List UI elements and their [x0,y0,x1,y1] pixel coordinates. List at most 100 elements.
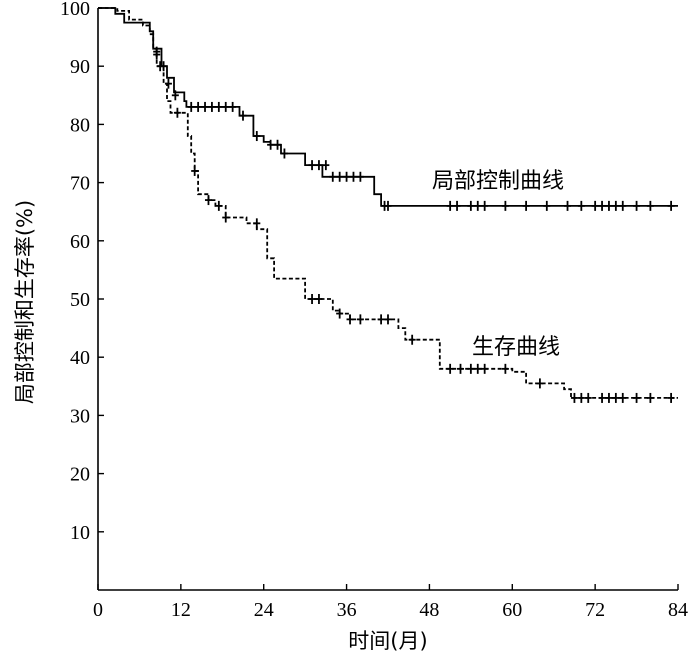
survival-censor-mark [156,61,164,72]
y-tick-label: 70 [70,173,90,195]
y-tick-label: 40 [70,347,90,369]
local-control-censor-mark [633,200,641,211]
local-control-censor-mark [239,110,247,121]
local-control-censor-mark [577,200,585,211]
local-control-censor-mark [356,171,364,182]
survival-censor-mark [481,363,489,374]
x-tick-label: 24 [254,599,274,621]
local-control-censor-mark [543,200,551,211]
local-control-censor-mark [194,101,202,112]
survival-censor-mark [215,200,223,211]
survival-censor-mark [173,107,181,118]
survival-censor-mark [584,392,592,403]
y-tick-label: 60 [70,231,90,253]
local-control-censor-mark [171,90,179,101]
survival-censor-mark [570,392,578,403]
x-tick-label: 36 [337,599,357,621]
local-control-censor-mark [612,200,620,211]
survival-censor-mark [222,212,230,223]
x-tick-label: 48 [419,599,439,621]
survival-censor-mark [191,165,199,176]
local-control-censor-mark [201,101,209,112]
local-control-censor-mark [349,171,357,182]
survival-censor-mark [501,363,509,374]
local-control-censor-mark [522,200,530,211]
local-control-censor-mark [187,101,195,112]
y-axis-title: 局部控制和生存率(%) [13,200,37,404]
local-control-censor-mark [481,200,489,211]
survival-censor-mark [612,392,620,403]
local-control-censor-mark [229,101,237,112]
x-tick-label: 60 [502,599,522,621]
survival-censor-mark [467,363,475,374]
y-tick-label: 50 [70,289,90,311]
survival-censor-mark [446,363,454,374]
local-control-censor-mark [343,171,351,182]
local-control-censor-mark [667,200,675,211]
survival-censor-mark [336,308,344,319]
series-label-local-control: 局部控制曲线 [432,169,564,194]
survival-censor-mark [633,392,641,403]
local-control-censor-mark [453,200,461,211]
survival-censor-mark [164,78,172,89]
survival-censor-mark [153,49,161,60]
x-tick-label: 0 [93,599,103,621]
local-control-censor-mark [501,200,509,211]
survival-curve [98,7,678,399]
local-control-censor-mark [384,200,392,211]
x-tick-label: 84 [668,599,688,621]
local-control-censor-mark [605,200,613,211]
survival-censor-mark [598,392,606,403]
x-axis-title: 时间(月) [348,629,427,653]
survival-censor-mark [667,392,675,403]
survival-censor-mark [308,294,316,304]
survival-censor-mark [253,218,261,229]
survival-censor-mark [577,392,585,403]
local-control-censor-mark [222,101,230,112]
local-control-censor-mark [329,171,337,182]
y-tick-label: 90 [70,56,90,78]
local-control-censor-mark [280,148,288,159]
survival-censor-mark [619,392,627,403]
survival-censor-mark [536,378,544,389]
local-control-censor-mark [215,101,223,112]
local-control-censor-mark [474,200,482,211]
survival-censor-mark [605,392,613,403]
local-control-censor-mark [208,101,216,112]
local-control-censor-mark [308,160,316,171]
survival-censor-mark [204,195,212,206]
local-control-censor-mark [322,160,330,171]
local-control-censor-mark [564,200,572,211]
local-control-curve [98,7,678,207]
local-control-censor-mark [274,139,282,150]
y-tick-label: 30 [70,405,90,427]
labels: 时间(月) 局部控制和生存率(%) 局部控制曲线 生存曲线 [13,169,564,653]
x-tick-label: 72 [585,599,605,621]
survival-censor-mark [315,294,323,304]
survival-censor-mark [384,314,392,325]
censor-marks [153,46,675,403]
local-control-censor-mark [446,200,454,211]
local-control-censor-mark [467,200,475,211]
local-control-censor-mark [646,200,654,211]
survival-censor-mark [346,314,354,325]
survival-censor-mark [377,314,385,325]
survival-censor-mark [474,363,482,374]
survival-censor-mark [356,314,364,325]
y-tick-label: 80 [70,114,90,136]
survival-censor-mark [457,363,464,374]
local-control-censor-mark [598,200,606,211]
survival-censor-mark [646,392,654,403]
local-control-censor-mark [253,131,261,142]
series-label-survival: 生存曲线 [472,335,560,360]
axes: 0 12 24 36 48 60 72 84 10 20 30 40 50 60 70 80 90 100 [60,0,688,621]
local-control-censor-mark [591,200,599,211]
y-tick-label: 100 [60,0,90,20]
local-control-censor-mark [315,160,323,171]
local-control-censor-mark [619,200,627,211]
local-control-censor-mark [336,171,344,182]
curves [98,7,678,399]
y-tick-label: 10 [70,522,90,544]
